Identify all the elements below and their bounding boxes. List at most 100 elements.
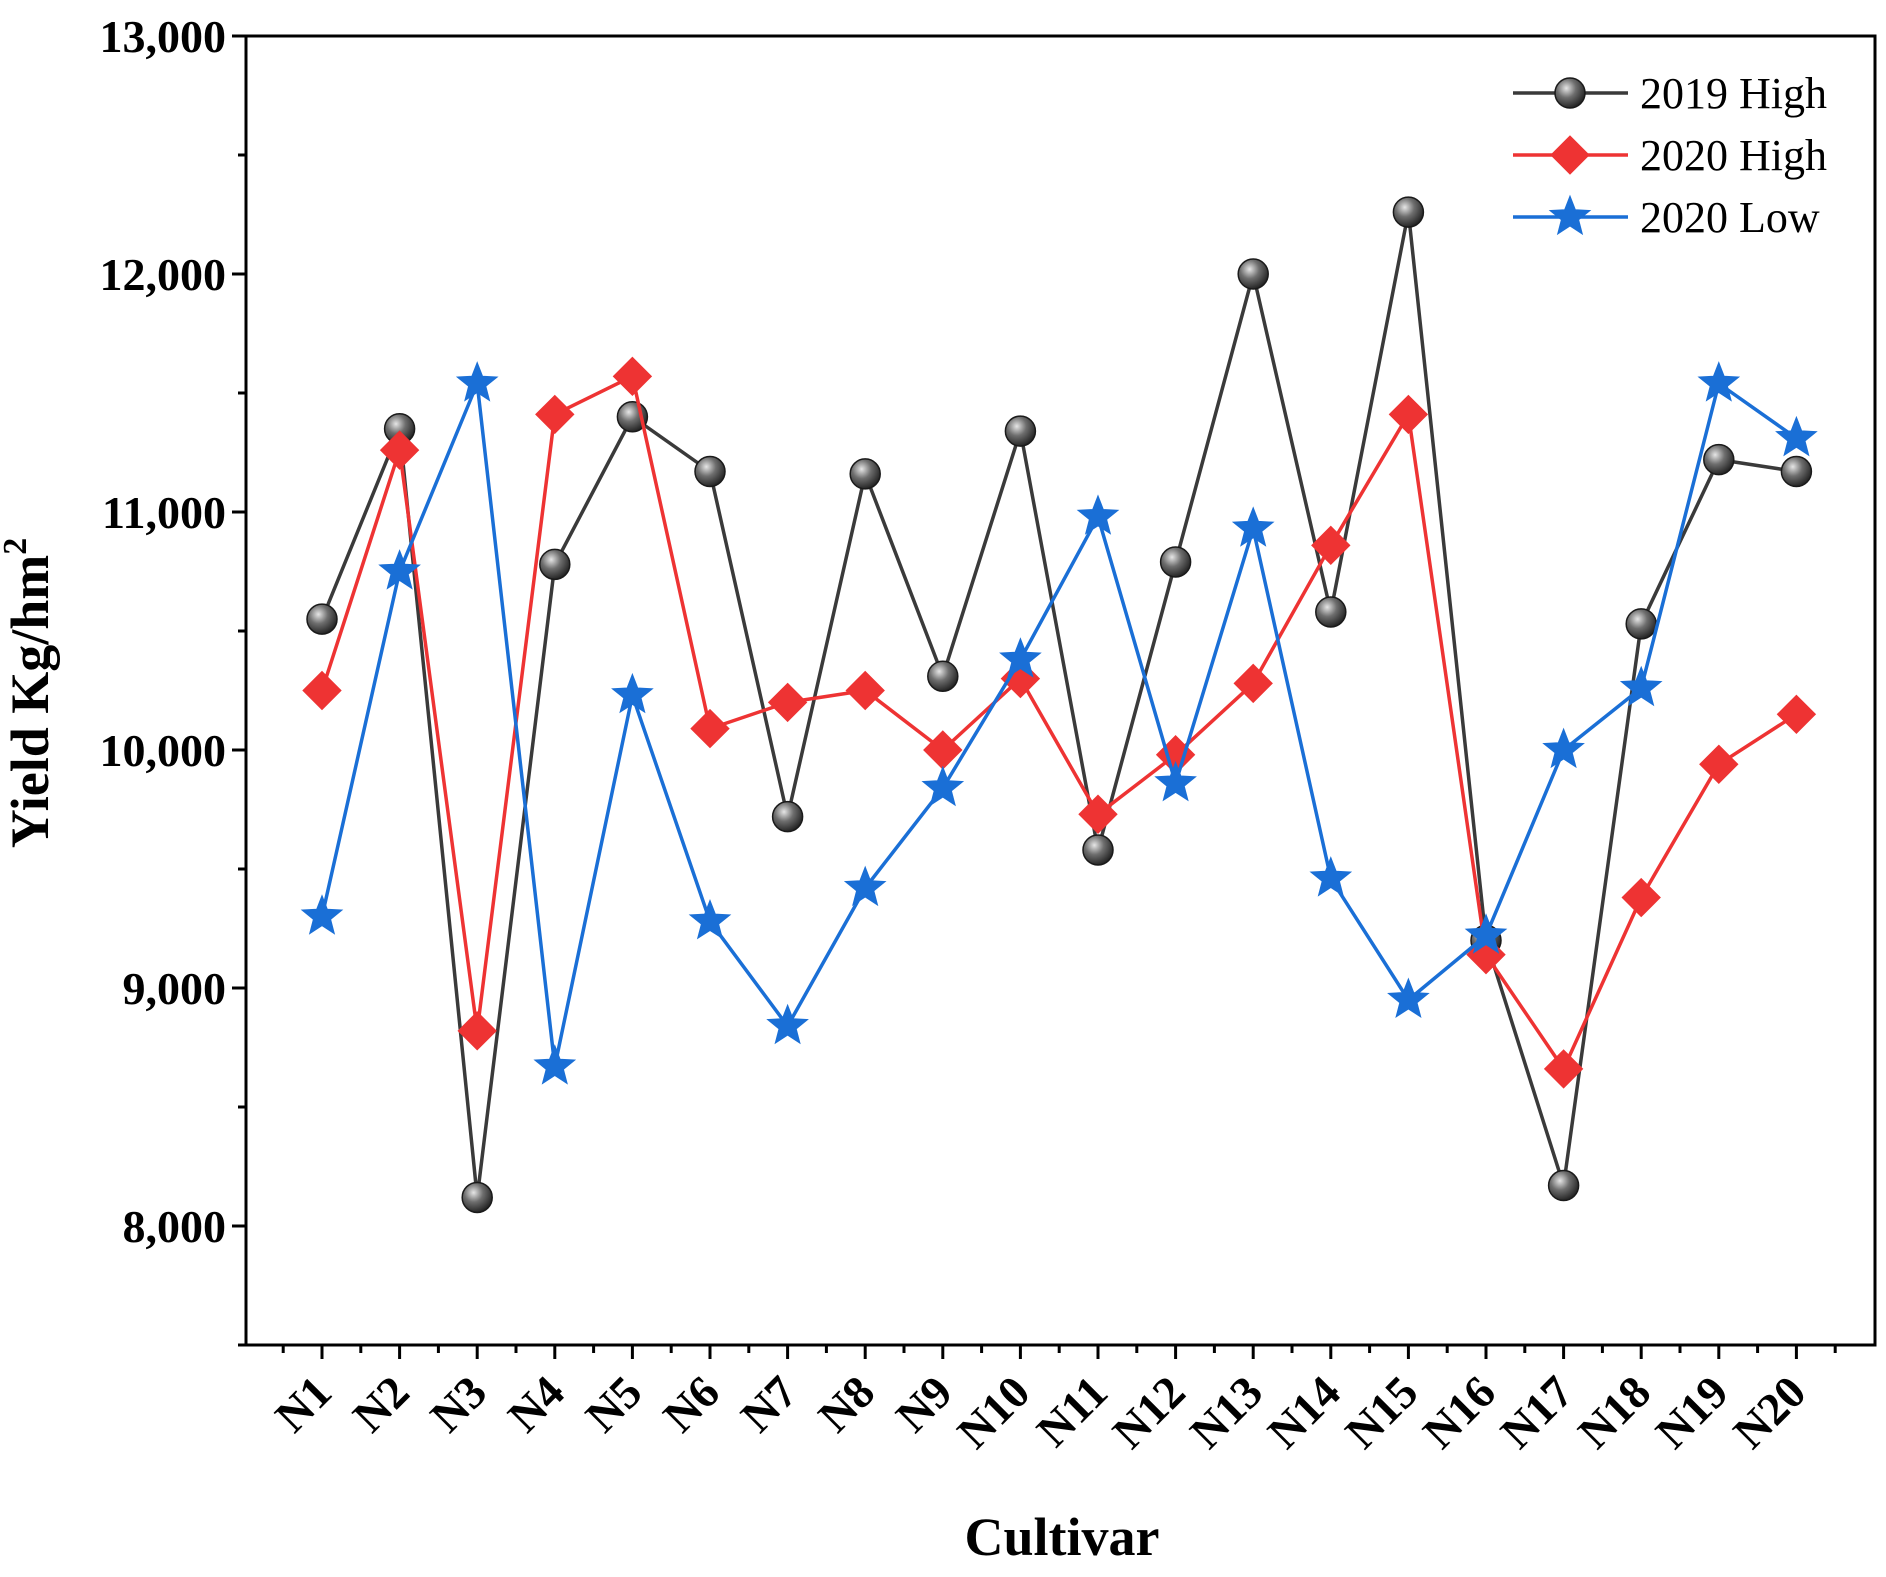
x-tick-label: N7 (731, 1366, 807, 1442)
series-2020-low (300, 361, 1818, 1085)
y-axis: 8,000 9,000 10,000 11,000 12,000 13,000 (100, 11, 246, 1347)
data-point (1233, 663, 1273, 704)
data-point (1387, 977, 1430, 1019)
x-tick-label: N15 (1335, 1366, 1427, 1458)
data-point (843, 865, 887, 907)
data-point (535, 394, 575, 435)
y-tick-label: 12,000 (100, 249, 227, 300)
data-point (1231, 506, 1275, 547)
legend-marker (1548, 194, 1592, 236)
legend-marker (1554, 77, 1586, 109)
y-axis-title-main: Yield Kg/hm (0, 555, 60, 849)
x-tick-label: N11 (1027, 1366, 1117, 1456)
x-tick-label: N10 (947, 1366, 1039, 1458)
data-point (455, 361, 499, 402)
data-point (690, 708, 730, 749)
data-point (1780, 455, 1813, 488)
data-point (1543, 1049, 1584, 1089)
data-point (688, 899, 732, 940)
legend-item: 2020 Low (1513, 193, 1820, 242)
x-axis: N1 N2 N3 N4 N5 N6 N7 N8 N9N10N11N12N13N14N15N16N… (265, 1345, 1837, 1458)
x-tick-label: N1 (265, 1366, 341, 1442)
x-tick-label: N19 (1646, 1366, 1738, 1458)
series-2019-high (306, 196, 1813, 1214)
data-point (767, 682, 808, 723)
series-line (320, 381, 1798, 1069)
data-point (1004, 415, 1037, 447)
data-point (927, 660, 959, 692)
x-tick-label: N14 (1258, 1366, 1350, 1458)
data-point (379, 430, 420, 470)
legend-label: 2019 High (1640, 69, 1827, 118)
data-point (306, 603, 338, 635)
y-tick-label: 11,000 (102, 487, 226, 538)
data-point (771, 800, 804, 833)
data-point (1392, 196, 1425, 228)
y-tick-label: 13,000 (100, 11, 227, 62)
x-tick-label: N8 (808, 1366, 884, 1442)
data-point (1154, 760, 1197, 802)
data-point (1547, 1169, 1580, 1202)
data-point (539, 548, 571, 581)
x-tick-label: N16 (1413, 1366, 1505, 1458)
y-tick-label: 10,000 (100, 725, 227, 776)
x-tick-label: N20 (1723, 1366, 1815, 1458)
x-axis-title: Cultivar (965, 1507, 1160, 1567)
data-point (1699, 744, 1739, 784)
data-point (302, 670, 342, 711)
data-point (1159, 546, 1192, 578)
data-point (1082, 834, 1114, 866)
x-tick-label: N12 (1103, 1366, 1195, 1458)
data-point (300, 894, 344, 935)
data-point (694, 455, 726, 488)
data-point (766, 1003, 809, 1045)
y-tick-label: 9,000 (123, 963, 227, 1014)
x-tick-label: N13 (1180, 1366, 1272, 1458)
data-point (1078, 794, 1118, 834)
data-point (1625, 608, 1657, 640)
data-point (1315, 596, 1347, 628)
series-layer (300, 196, 1818, 1214)
series-2020-high (302, 356, 1817, 1089)
data-point (612, 356, 653, 397)
y-axis-title: Yield Kg/hm2 (0, 538, 60, 849)
y-tick-label: 8,000 (123, 1201, 227, 1252)
data-point (461, 1181, 493, 1214)
data-point (1076, 494, 1120, 535)
x-tick-label: N3 (420, 1366, 496, 1442)
data-point (1776, 694, 1817, 735)
data-point (1388, 394, 1429, 435)
legend-label: 2020 Low (1640, 193, 1820, 242)
data-point (1464, 913, 1508, 954)
data-point (1621, 877, 1661, 918)
x-tick-label: N5 (576, 1366, 652, 1442)
data-point (999, 637, 1042, 678)
legend-label: 2020 High (1640, 131, 1827, 180)
data-point (1697, 361, 1741, 402)
x-tick-label: N4 (498, 1366, 574, 1442)
data-point (1703, 443, 1735, 476)
data-point (1542, 727, 1585, 769)
x-tick-label: N2 (343, 1366, 419, 1442)
data-point (849, 458, 881, 490)
legend-item: 2020 High (1513, 131, 1827, 180)
data-point (533, 1044, 577, 1085)
x-tick-label: N9 (886, 1366, 962, 1442)
data-point (921, 765, 965, 807)
data-point (378, 549, 421, 590)
data-point (845, 670, 885, 711)
data-point (611, 672, 654, 714)
data-point (1619, 665, 1663, 707)
legend: 2019 High 2020 High 2020 Low (1513, 69, 1827, 242)
data-point (1775, 415, 1818, 457)
data-point (457, 1011, 497, 1051)
x-tick-label: N17 (1491, 1366, 1583, 1458)
data-point (1311, 525, 1351, 566)
data-point (1237, 258, 1269, 290)
legend-item: 2019 High (1513, 69, 1827, 118)
x-tick-label: N18 (1568, 1366, 1660, 1458)
legend-marker (1550, 135, 1590, 175)
x-tick-label: N6 (653, 1366, 729, 1442)
series-line (320, 210, 1797, 1200)
